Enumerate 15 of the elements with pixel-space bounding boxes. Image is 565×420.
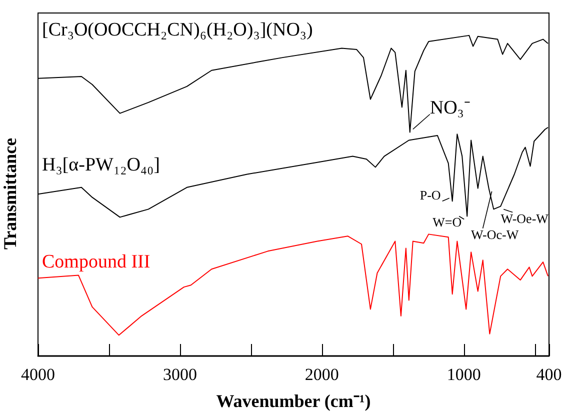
x-tick-label: 400 [536, 365, 562, 384]
series-label: [Cr₃O(OOCCH₂CN)₆(H₂O)₃](NO₃) [42, 20, 313, 40]
x-tick-label: 1000 [446, 365, 481, 384]
annotation: NO₃⁻ [430, 98, 470, 119]
x-tick-label: 2000 [304, 365, 339, 384]
y-axis-title: Transmittance [0, 138, 20, 250]
annotation: W-Oc-W [470, 226, 520, 242]
x-tick-label: 3000 [162, 365, 197, 384]
x-axis-title: Wavenumber (cm⁻¹) [216, 391, 371, 411]
series-label: Compound III [42, 252, 150, 272]
annotation: P-O [420, 188, 441, 203]
annotation: W-Oe-W [500, 210, 550, 226]
x-tick-label: 4000 [21, 365, 55, 384]
series-label: H₃[α-PW₁₂O₄₀] [42, 154, 160, 176]
annotation: W=O [432, 214, 462, 230]
